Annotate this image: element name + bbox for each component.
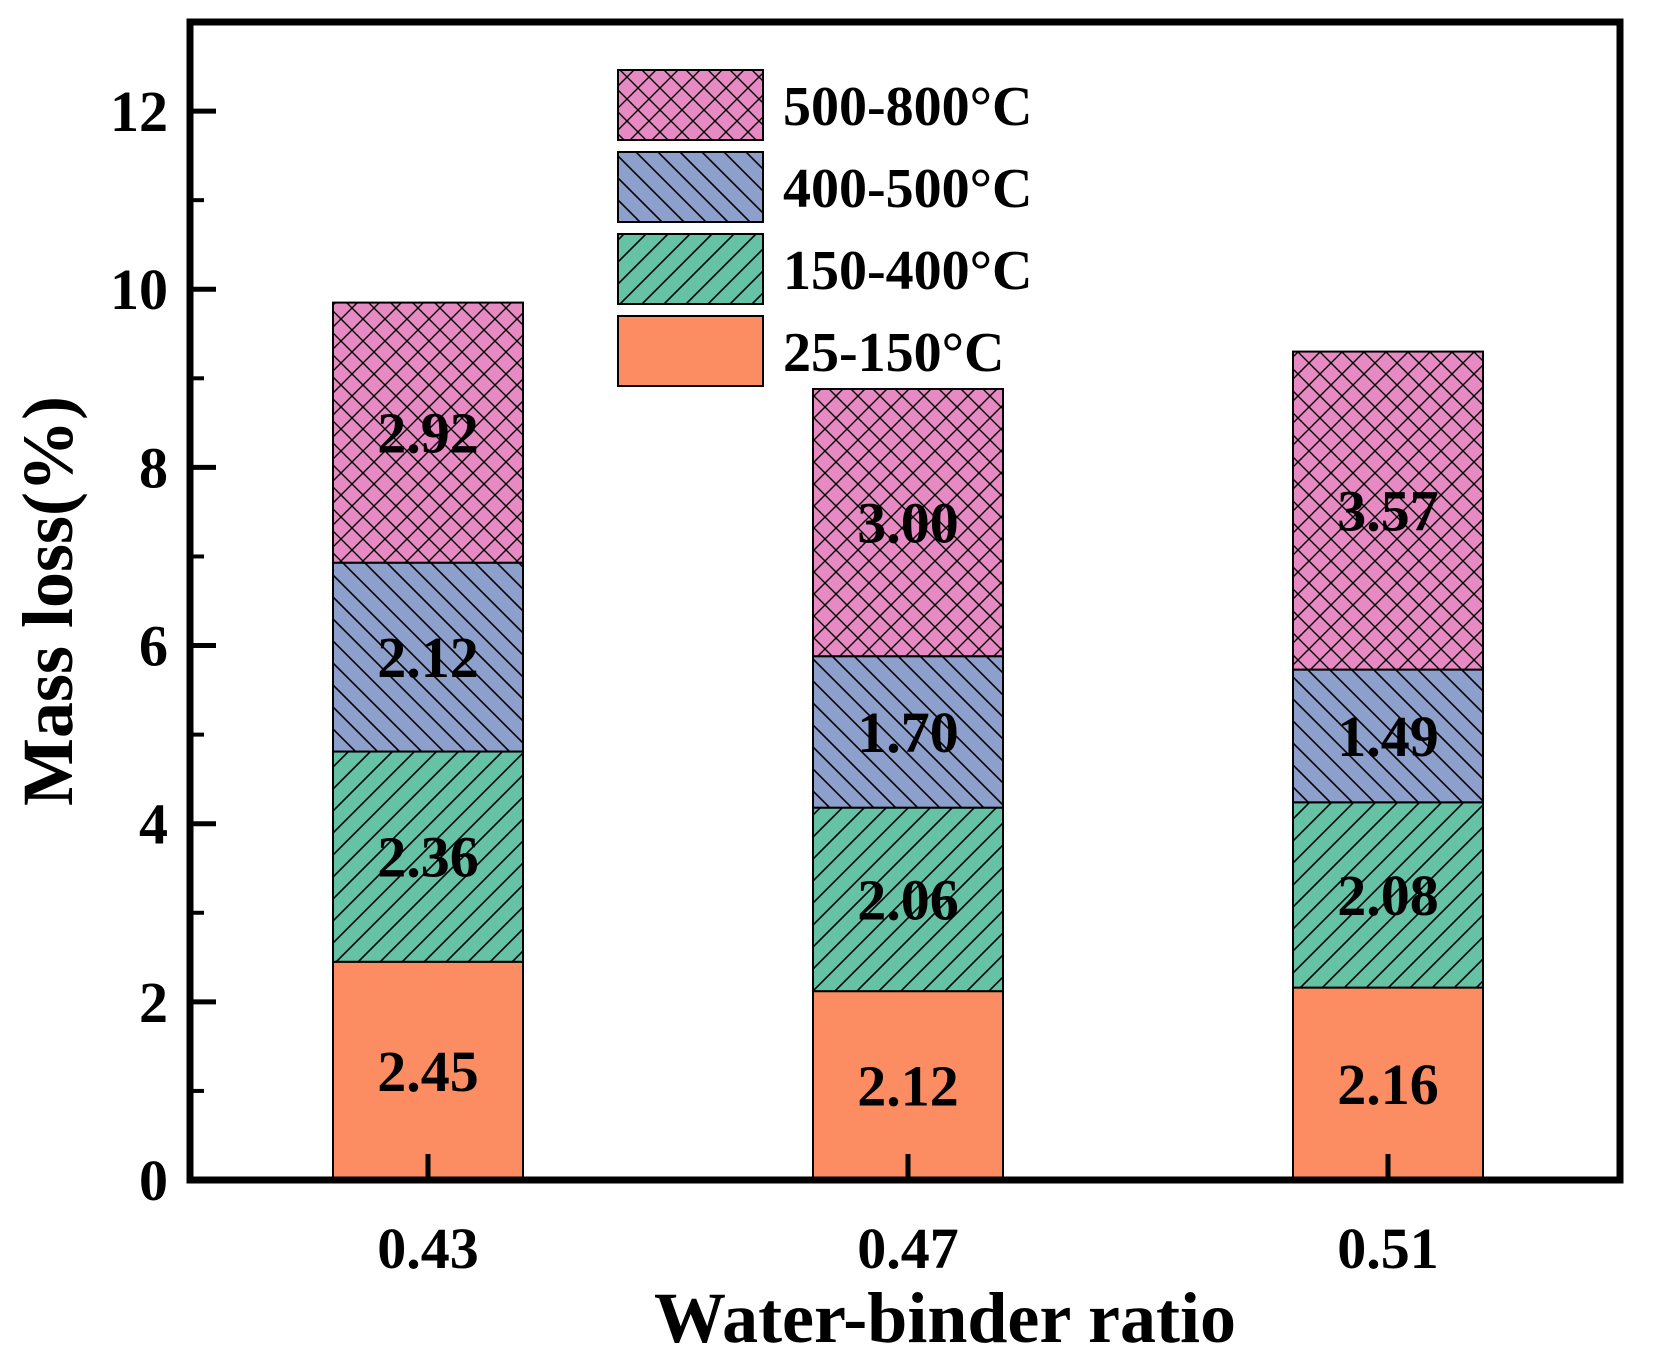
plot-frame	[186, 18, 1624, 1184]
x-tick-label: 0.47	[857, 1216, 959, 1281]
data-label-0-43-25-150-c: 2.45	[377, 1039, 479, 1104]
y-tick-label: 10	[110, 257, 168, 322]
legend: 500-800°C 400-500°C 150-400°C 25-150°C	[617, 69, 1032, 387]
y-tick-label: 12	[110, 79, 168, 144]
x-axis: 0.43 0.47 0.51	[377, 1154, 1439, 1281]
legend-swatch-150-400-c-hatch	[618, 234, 763, 304]
legend-swatch-25-150-c-outline	[617, 315, 764, 387]
x-tick-label: 0.51	[1337, 1216, 1439, 1281]
x-axis-title: Water-binder ratio	[654, 1278, 1236, 1358]
y-tick-label: 6	[139, 614, 168, 679]
legend-swatch-150-400-c-outline	[617, 233, 764, 305]
y-tick-label: 0	[139, 1148, 168, 1213]
y-tick-label: 2	[139, 970, 168, 1035]
y-axis-title: Mass loss(%)	[8, 396, 88, 806]
bar-0-47-25-150-c	[813, 991, 1003, 1180]
legend-swatch-25-150-c	[618, 316, 763, 386]
data-label-0-51-150-400-c: 2.08	[1337, 863, 1439, 928]
x-tick-label: 0.43	[377, 1216, 479, 1281]
data-label-0-43-500-800-c: 2.92	[377, 401, 479, 466]
bar-0-47-150-400-c-hatch	[813, 807, 1003, 992]
y-tick-label: 4	[139, 792, 168, 857]
legend-swatch-500-800-c-hatch	[618, 70, 763, 140]
bar-0-51-25-150-c	[1293, 987, 1483, 1180]
legend-swatch-400-500-c-outline	[617, 151, 764, 223]
data-label-0-43-150-400-c: 2.36	[377, 825, 479, 890]
data-label-0-47-25-150-c: 2.12	[857, 1054, 959, 1119]
data-label-0-51-400-500-c: 1.49	[1337, 704, 1439, 769]
legend-swatch-400-500-c-hatch	[618, 152, 763, 222]
bar-0-43-150-400-c-hatch	[333, 751, 523, 962]
bar-0-51-400-500-c-hatch	[1293, 669, 1483, 803]
bar-0-43-400-500-c-hatch	[333, 562, 523, 752]
bar-0-51-150-400-c-hatch	[1293, 802, 1483, 988]
bar-0-43-500-800-c-hatch	[333, 302, 523, 563]
data-label-0-47-400-500-c: 1.70	[857, 700, 959, 765]
data-label-0-43-400-500-c: 2.12	[377, 625, 479, 690]
bar-0-47-500-800-c-hatch	[813, 388, 1003, 657]
bar-0-43-25-150-c	[333, 961, 523, 1180]
bar-0-43-500-800-c-outline	[332, 301, 524, 564]
bar-0-51-500-800-c-outline	[1292, 350, 1484, 671]
data-label-0-51-25-150-c: 2.16	[1337, 1052, 1439, 1117]
legend-label-500-800-c: 500-800°C	[783, 76, 1032, 138]
data-label-0-51-500-800-c: 3.57	[1337, 479, 1439, 544]
bar-0-47-500-800-c-outline	[812, 387, 1004, 658]
y-axis: 0 2 4 6 8 10 12	[110, 79, 216, 1213]
plot-area: 2.45 2.36 2.12 2.92 2.12 2.06 1.70 3.00 2.16 2.08…	[332, 301, 1484, 1182]
legend-swatch-500-800-c-outline	[617, 69, 764, 141]
legend-label-25-150-c: 25-150°C	[783, 322, 1004, 384]
y-tick-label: 8	[139, 435, 168, 500]
bar-0-51-500-800-c-hatch	[1293, 351, 1483, 670]
data-label-0-47-150-400-c: 2.06	[857, 867, 959, 932]
data-label-0-47-500-800-c: 3.00	[857, 491, 959, 556]
legend-label-400-500-c: 400-500°C	[783, 158, 1032, 220]
legend-label-150-400-c: 150-400°C	[783, 240, 1032, 302]
bar-0-47-400-500-c-hatch	[813, 656, 1003, 808]
